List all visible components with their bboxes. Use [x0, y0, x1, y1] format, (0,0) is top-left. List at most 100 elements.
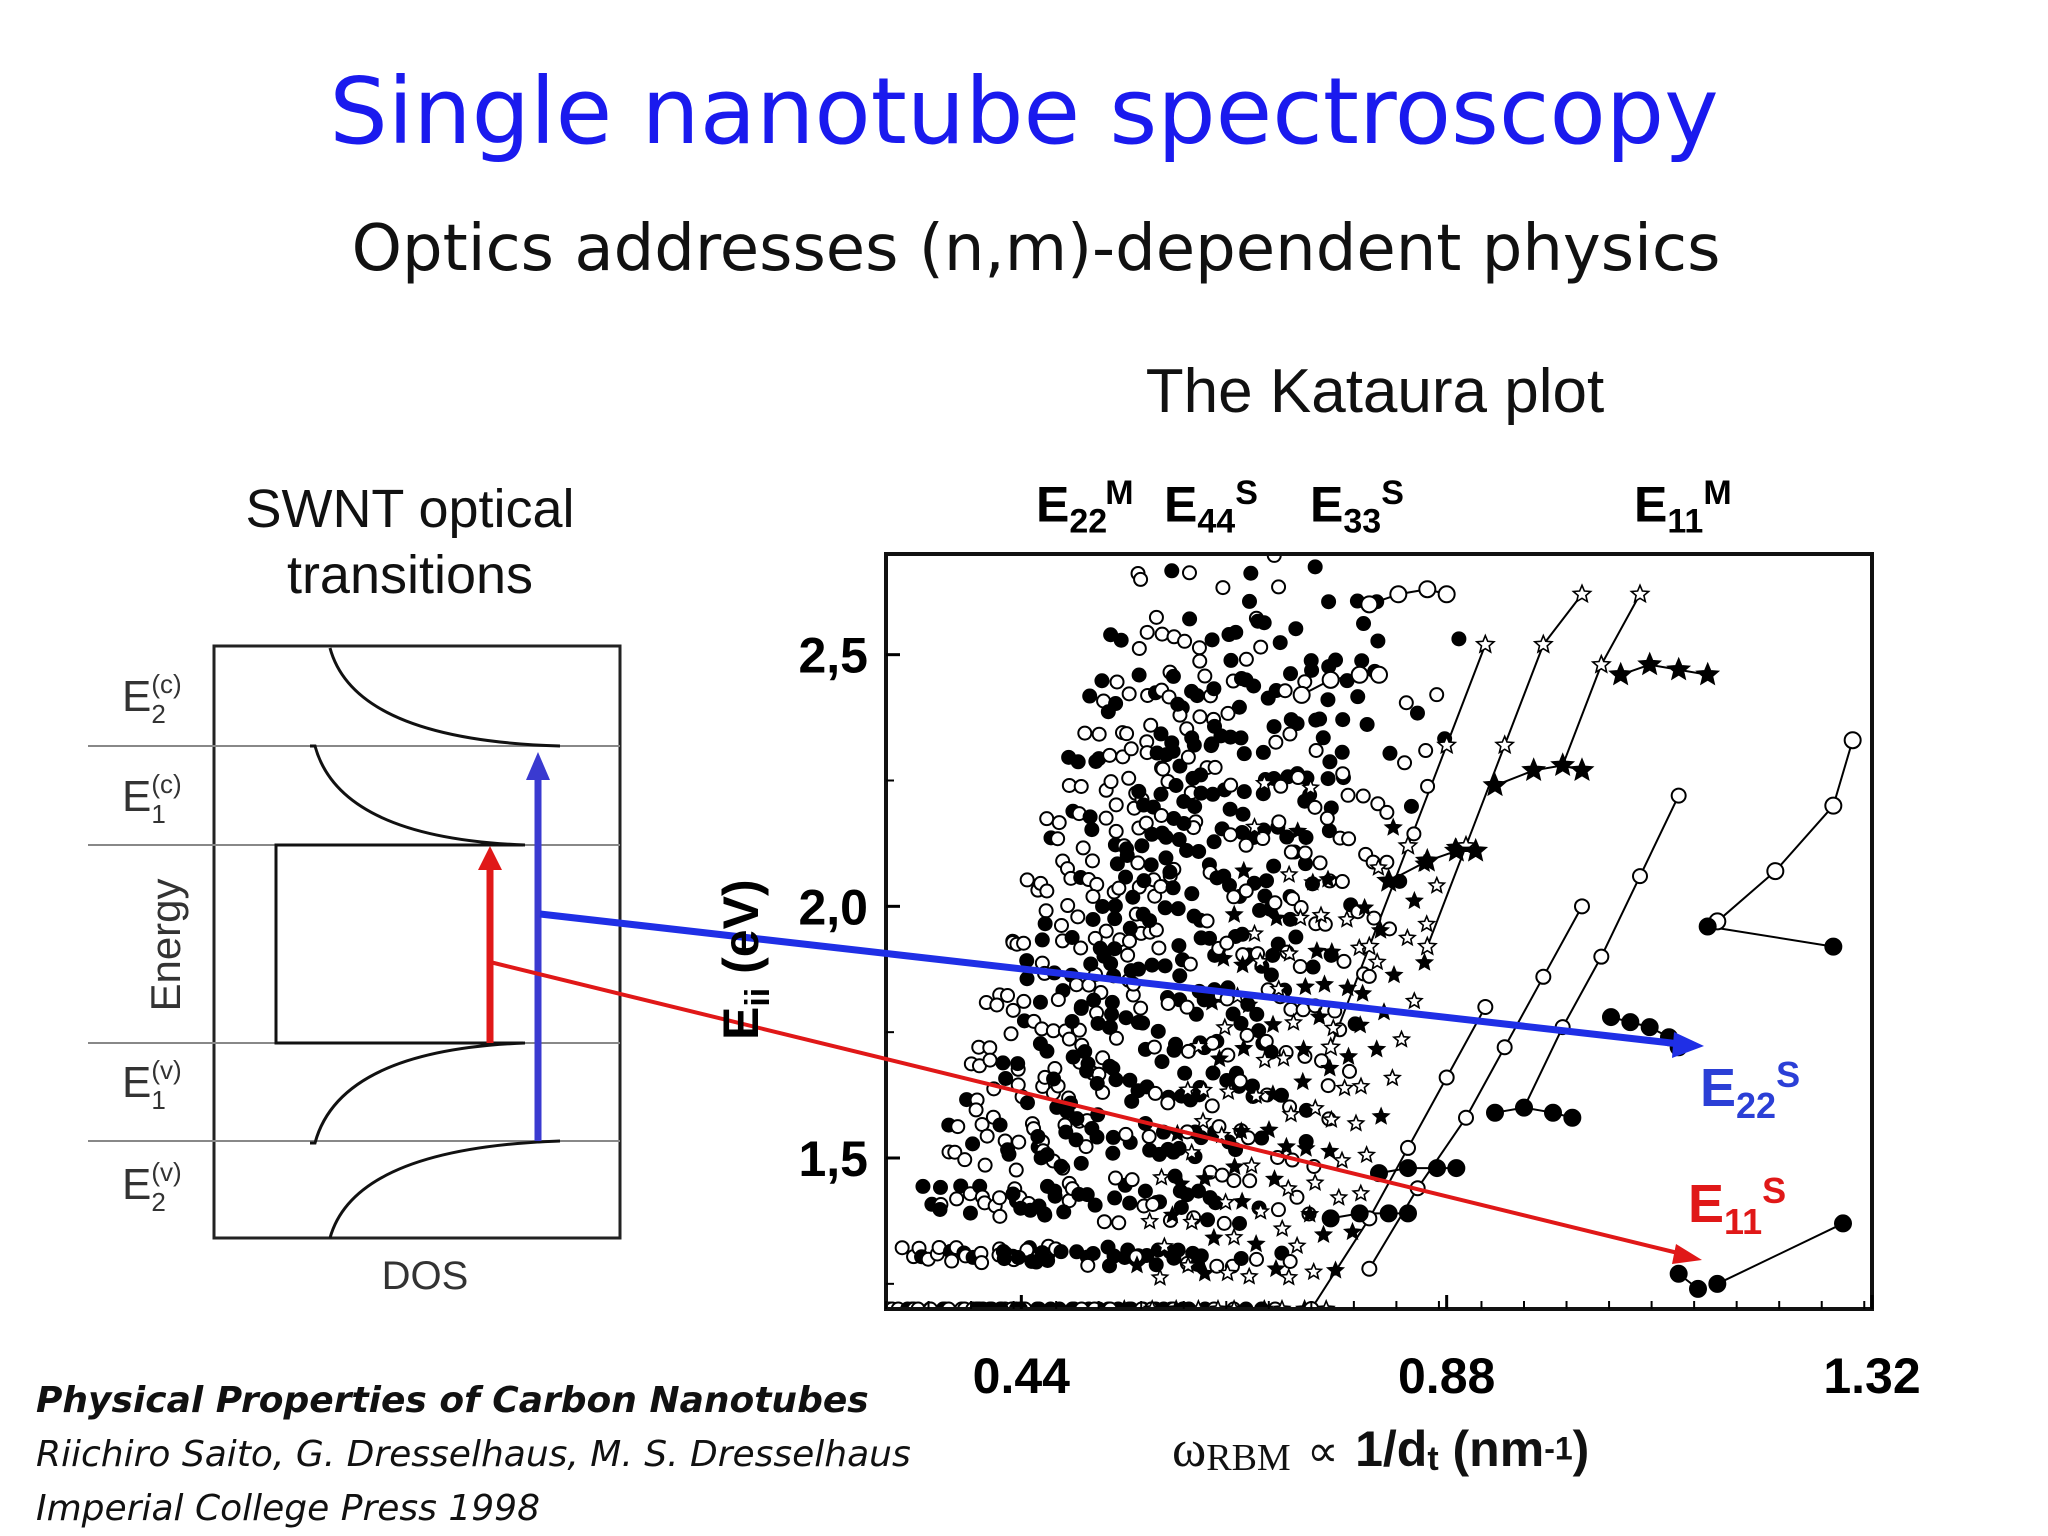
family-point: [1320, 1036, 1342, 1057]
label-e2v: E (v) 2: [122, 1157, 182, 1217]
family-point: [1172, 758, 1188, 774]
family-point: [1113, 632, 1129, 648]
family-point: [1212, 1125, 1232, 1144]
family-point: [1133, 1000, 1149, 1016]
family-point: [1118, 1126, 1134, 1142]
family-point: [1370, 633, 1386, 649]
family-point: [1403, 798, 1419, 814]
family-point: [1318, 869, 1338, 888]
family-point: [1593, 948, 1610, 965]
family-point: [1200, 1212, 1216, 1228]
family-point: [1180, 749, 1196, 765]
family-point: [1124, 1093, 1140, 1109]
family-point: [1085, 912, 1101, 928]
annotation-e22s: E22S: [1700, 1054, 1801, 1126]
family-point: [1122, 920, 1138, 936]
family-point: [1184, 683, 1200, 699]
family-point: [1151, 940, 1167, 956]
family-point: [1242, 1155, 1262, 1174]
family-point: [1182, 1211, 1202, 1231]
swnt-title-line2: transitions: [286, 545, 534, 605]
family-point: [1235, 806, 1251, 822]
family-trace: [1503, 644, 1545, 746]
family-point: [1172, 968, 1188, 984]
family-point: [1206, 834, 1222, 850]
family-point: [1335, 1078, 1355, 1097]
plot-frame: [884, 552, 1874, 1311]
family-point: [1304, 662, 1320, 678]
family-point: [1143, 717, 1159, 733]
top-label-e33s: E33S: [1310, 474, 1404, 541]
family-point: [1288, 929, 1304, 945]
series-point: [1621, 1013, 1640, 1032]
family-point: [1335, 766, 1351, 782]
family-point: [1061, 1031, 1077, 1047]
family-point: [1355, 788, 1371, 804]
family-point: [1370, 920, 1391, 939]
family-point: [1239, 994, 1259, 1014]
family-point: [1171, 1173, 1191, 1193]
family-point: [995, 1055, 1011, 1071]
family-point: [1098, 923, 1114, 939]
family-point: [1234, 1038, 1254, 1057]
family-point: [1356, 616, 1372, 632]
family-point: [1146, 1039, 1162, 1055]
family-point: [1266, 1258, 1286, 1278]
family-point: [1195, 1168, 1215, 1187]
family-point: [1670, 787, 1687, 804]
family-point: [1111, 880, 1127, 896]
family-point: [1379, 804, 1395, 820]
top-label-e44s: E44S: [1164, 474, 1258, 541]
family-point: [1246, 678, 1262, 694]
family-point: [1195, 1263, 1215, 1282]
family-point: [1170, 696, 1186, 712]
family-point: [1109, 674, 1125, 690]
family-point: [1182, 956, 1198, 972]
series-point: [1689, 1279, 1707, 1298]
family-point: [1323, 1018, 1343, 1037]
family-point: [1287, 1235, 1307, 1255]
series-point: [1376, 868, 1402, 892]
family-point: [1010, 1250, 1026, 1266]
family-point: [1157, 958, 1173, 974]
family-point: [1391, 1029, 1412, 1048]
family-point: [1243, 565, 1259, 581]
slide-title: Single nanotube spectroscopy: [329, 58, 1719, 165]
dos-frame: [212, 644, 622, 1240]
family-point: [1168, 778, 1184, 794]
series-point: [1389, 585, 1408, 604]
family-point: [1308, 742, 1324, 758]
family-point: [1494, 734, 1516, 755]
e22-connector-arrow: [539, 910, 1681, 1048]
family-point: [1282, 1253, 1298, 1269]
e11-connector-arrowhead: [1672, 1244, 1702, 1264]
family-point: [1131, 961, 1147, 977]
family-point: [1406, 826, 1422, 842]
family-point: [1204, 736, 1220, 752]
family-point: [1214, 1167, 1230, 1183]
family-point: [1632, 868, 1648, 885]
family-point: [1178, 1079, 1198, 1099]
family-point: [1228, 624, 1244, 640]
family-point: [1158, 850, 1174, 866]
family-point: [1005, 1002, 1021, 1018]
family-point: [1414, 952, 1435, 971]
family-point: [1474, 633, 1496, 654]
family-point: [1154, 1236, 1174, 1255]
family-point: [1320, 771, 1336, 787]
family-point: [1151, 1146, 1167, 1162]
family-point: [1193, 1111, 1213, 1130]
family-point: [1139, 624, 1155, 640]
family-point: [1367, 951, 1387, 971]
family-point: [1311, 905, 1331, 924]
family-point: [1305, 959, 1321, 975]
family-point: [1304, 1261, 1324, 1281]
family-point: [1283, 666, 1299, 682]
family-point: [1173, 1199, 1189, 1215]
family-point: [950, 1119, 966, 1135]
family-point: [1130, 1083, 1146, 1099]
kataura-plot-title: The Kataura plot: [1145, 357, 1605, 426]
family-point: [1438, 1069, 1455, 1086]
family-point: [1297, 845, 1313, 861]
family-point: [1086, 992, 1102, 1008]
